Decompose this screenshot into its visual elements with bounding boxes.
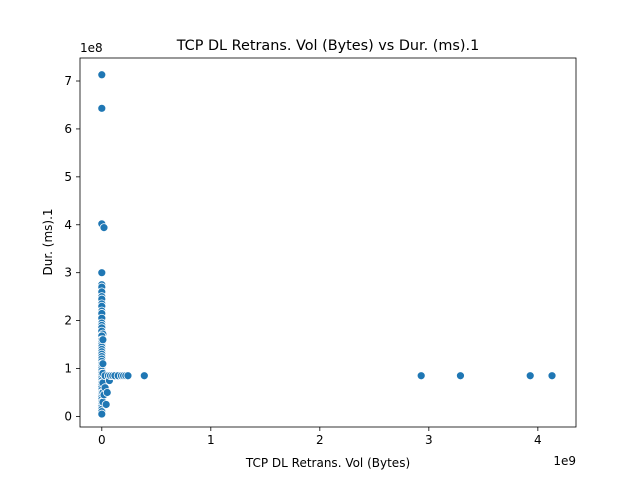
x-tick-label-4: 4 [534,433,542,447]
y-tick-label-3: 3 [64,266,72,280]
scatter-point-4 [97,268,107,278]
scatter-point-0 [97,70,107,80]
scatter-point-77 [525,371,535,381]
points-layer [97,70,557,419]
x-axis-offset-label: 1e9 [553,454,576,468]
plot-frame [79,57,577,428]
scatter-point-54 [98,359,108,369]
y-axis-label: Dur. (ms).1 [41,208,55,275]
x-tick-label-0: 0 [98,433,106,447]
x-tick-label-3: 3 [425,433,433,447]
chart-title: TCP DL Retrans. Vol (Bytes) vs Dur. (ms)… [176,38,480,54]
x-axis-label: TCP DL Retrans. Vol (Bytes) [245,456,410,470]
scatter-point-63 [102,388,112,397]
y-tick-label-5: 5 [64,170,72,184]
y-tick-label-2: 2 [64,314,72,328]
x-tick-label-2: 2 [316,433,324,447]
x-tick-label-1: 1 [207,433,215,447]
y-axis-ticks: 0 1 2 3 4 5 6 7 [64,74,80,423]
y-tick-label-1: 1 [64,362,72,376]
scatter-point-73 [123,371,133,381]
scatter-point-3 [99,223,109,233]
y-tick-label-0: 0 [64,409,72,423]
y-tick-label-4: 4 [64,218,72,232]
y-tick-label-7: 7 [64,74,72,88]
scatter-point-74 [139,371,149,381]
scatter-point-52 [97,409,107,419]
scatter-point-78 [547,371,557,381]
y-tick-label-6: 6 [64,122,72,136]
x-axis-ticks: 0 1 2 3 4 [98,427,542,447]
scatter-point-76 [456,371,465,381]
scatter-point-75 [416,371,426,381]
scatter-point-62 [101,400,111,409]
scatter-point-53 [98,335,108,345]
scatter-point-1 [97,103,107,113]
y-axis-offset-label: 1e8 [80,41,103,55]
